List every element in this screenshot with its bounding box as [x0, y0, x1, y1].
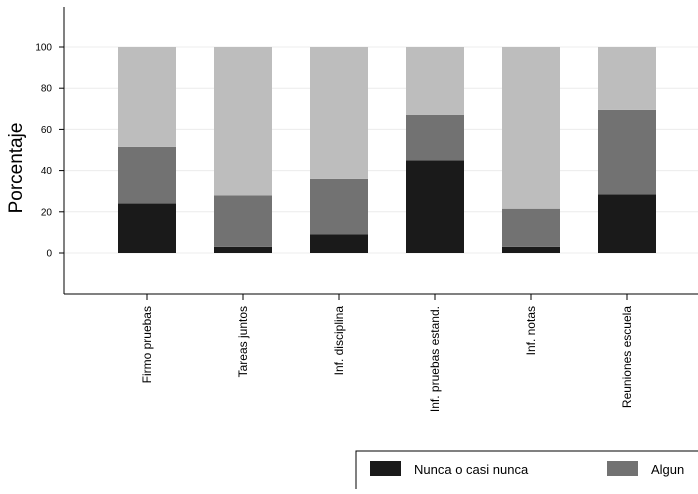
bar-segment	[406, 114, 464, 161]
bar-segment	[598, 194, 656, 253]
bar-segment	[502, 47, 560, 209]
y-tick-label: 0	[46, 249, 52, 260]
bar-segment	[118, 47, 176, 147]
legend-items: Nunca o casi nunca Algun	[370, 461, 684, 477]
x-tick-label: Inf. disciplina	[332, 306, 346, 376]
y-tick-label: 80	[41, 84, 53, 95]
bar-segment	[502, 208, 560, 247]
legend-label: Algun	[651, 462, 684, 477]
x-tick-label: Inf. notas	[524, 306, 538, 355]
bar-segment	[406, 47, 464, 115]
y-ticks: 0 20 40 60 80 100	[35, 43, 64, 260]
y-tick-label: 20	[41, 207, 53, 218]
x-tick-label: Inf. pruebas estand.	[428, 306, 442, 412]
axis-layer	[63, 7, 698, 295]
x-tick-label: Firmo pruebas	[140, 306, 154, 383]
bar-segment	[310, 234, 368, 253]
bar-segment	[214, 246, 272, 253]
y-tick-label: 60	[41, 125, 53, 136]
bar-segment	[502, 246, 560, 253]
bar-segment	[310, 178, 368, 235]
y-tick-label: 40	[41, 166, 53, 177]
bar-segment	[598, 47, 656, 110]
bars	[118, 47, 656, 253]
y-tick-label: 100	[35, 43, 52, 54]
bar-segment	[310, 47, 368, 179]
bar-segment	[118, 146, 176, 204]
legend-label: Nunca o casi nunca	[414, 462, 529, 477]
x-ticks: Firmo pruebas Tareas juntos Inf. disciplin…	[140, 294, 634, 412]
x-tick-label: Reuniones escuela	[620, 306, 634, 408]
legend-swatch	[607, 461, 638, 476]
x-tick-label: Tareas juntos	[236, 306, 250, 377]
legend: Nunca o casi nunca Algun	[355, 450, 698, 494]
bar-segment	[118, 203, 176, 253]
bar-segment	[214, 47, 272, 196]
legend-box	[355, 450, 698, 494]
bar-segment	[406, 160, 464, 253]
bar-segment	[214, 195, 272, 247]
legend-swatch	[370, 461, 401, 476]
bar-segment	[598, 109, 656, 195]
y-axis-label: Porcentaje	[6, 123, 27, 214]
